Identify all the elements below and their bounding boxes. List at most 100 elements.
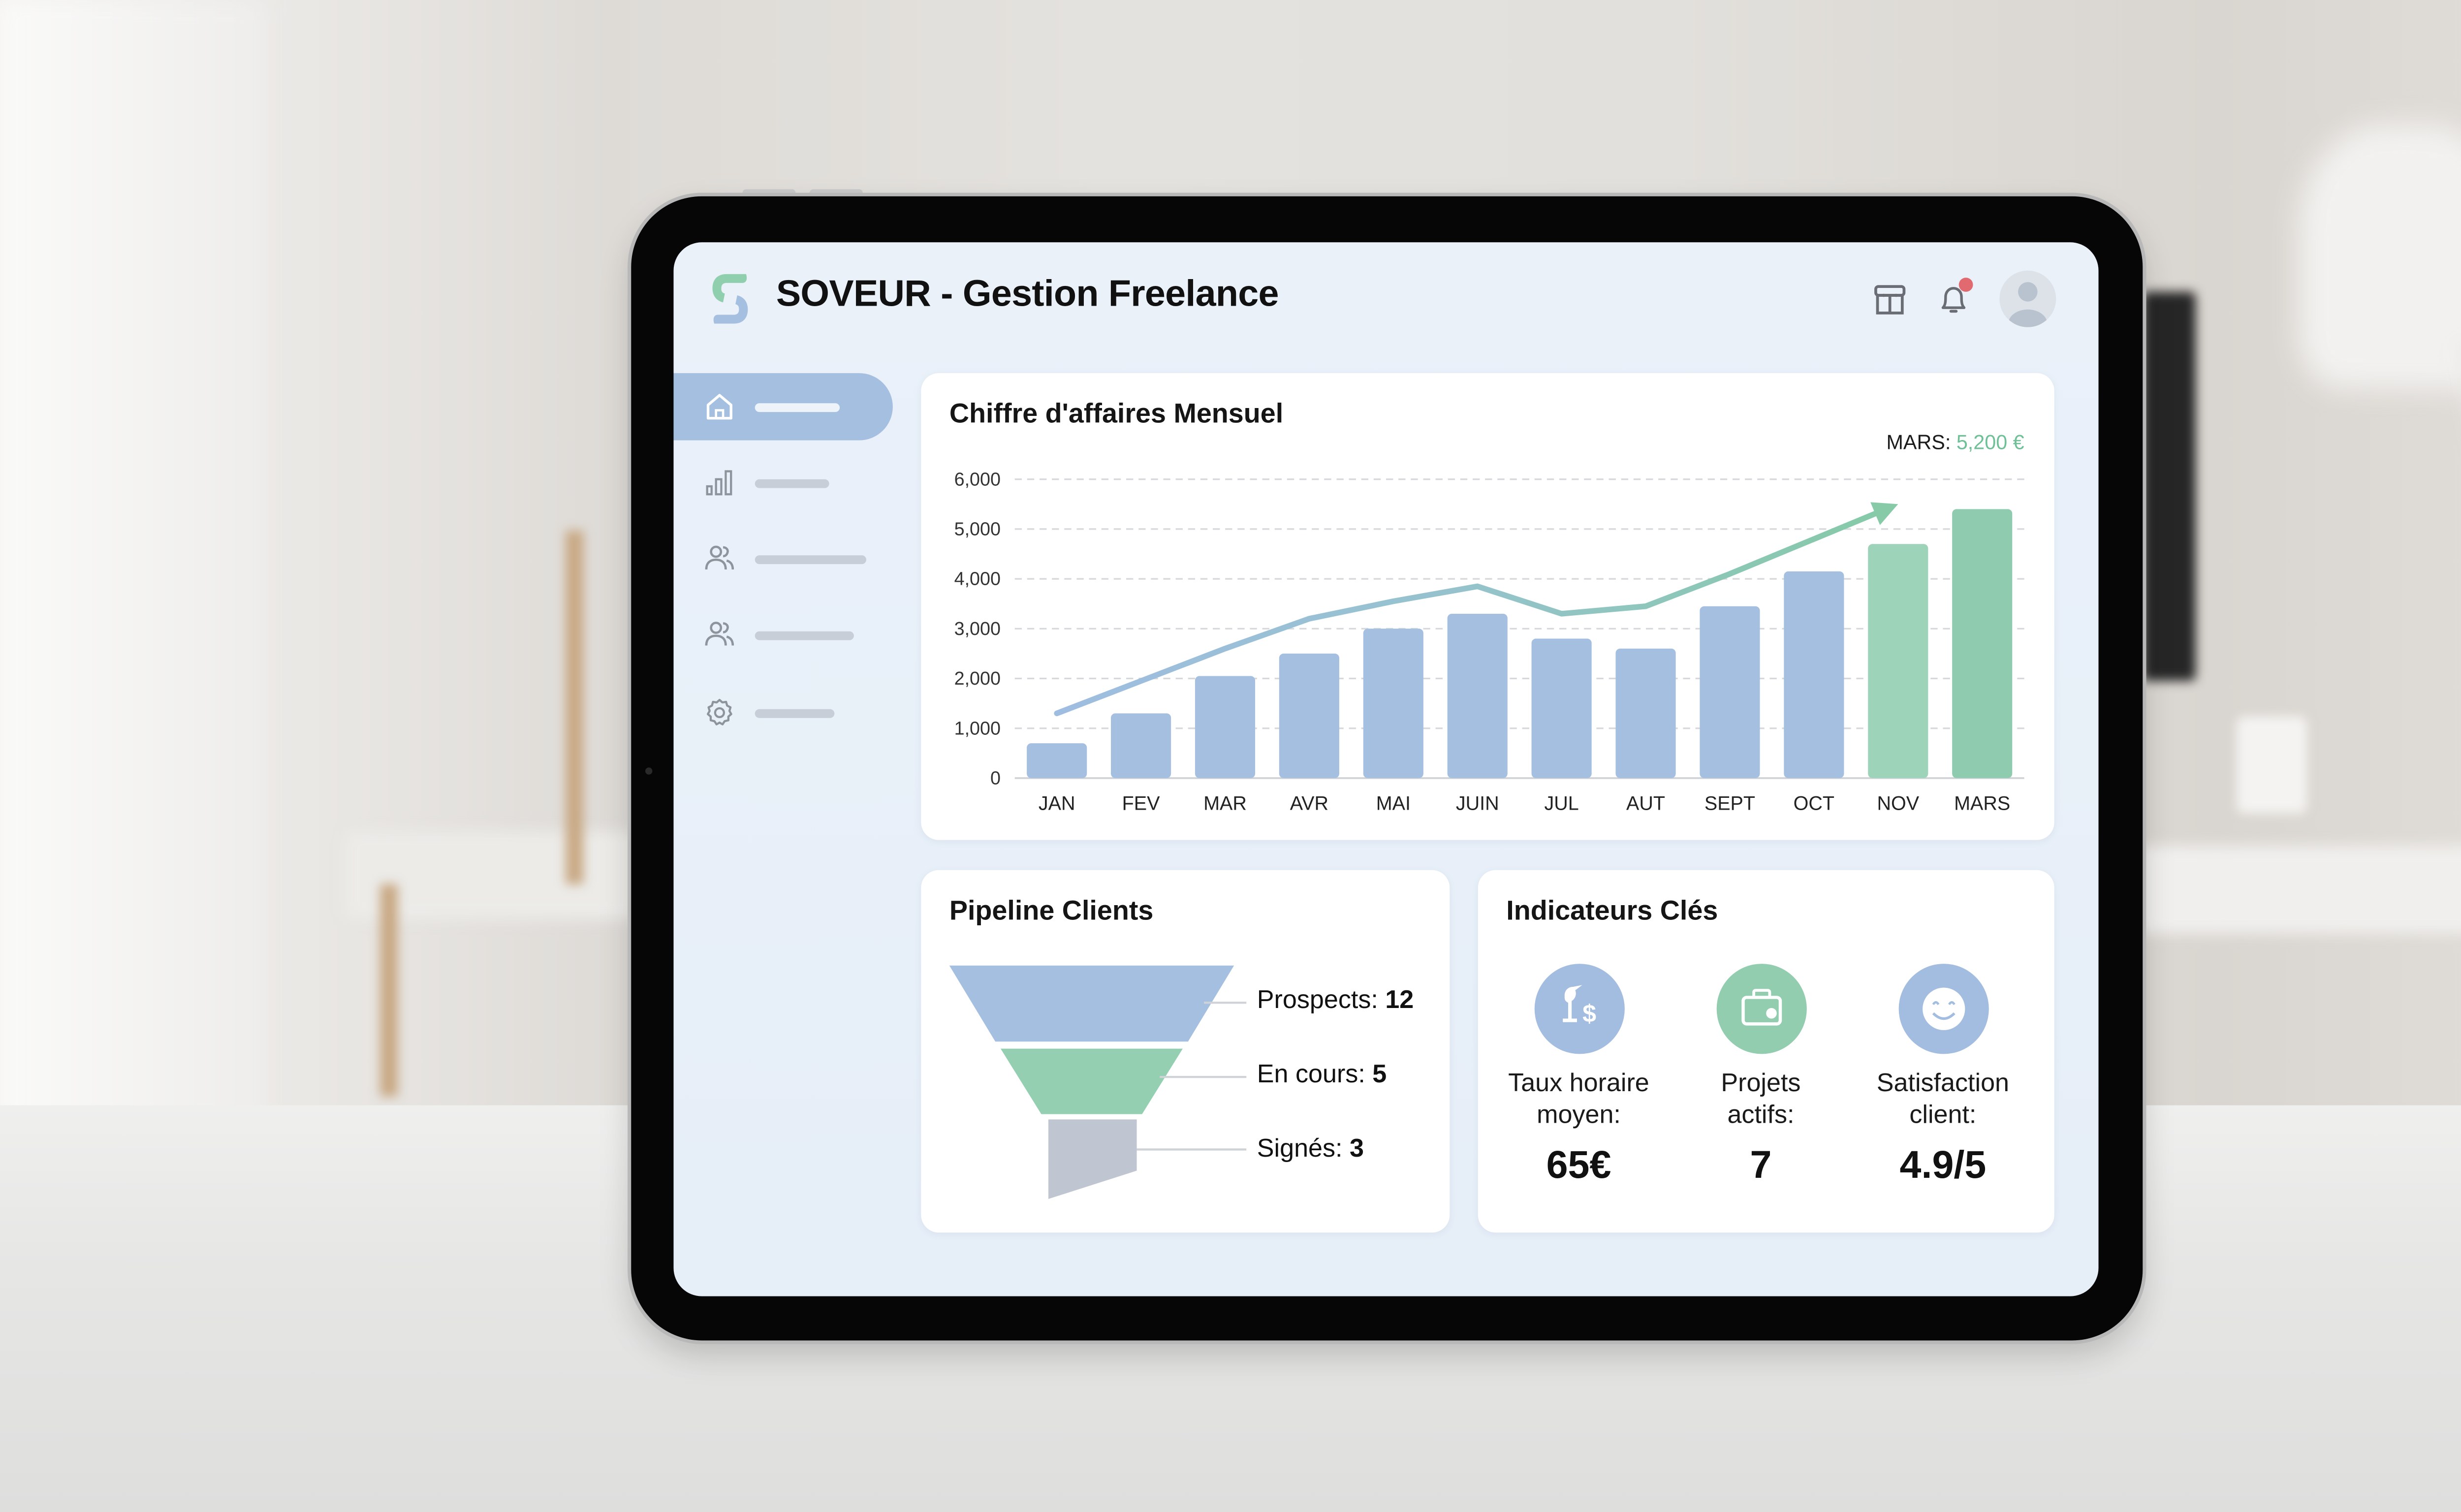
revenue-chart-title: Chiffre d'affaires Mensuel <box>949 400 1284 430</box>
x-tick-label: JUL <box>1545 793 1579 815</box>
y-tick-label: 1,000 <box>954 718 1001 738</box>
bar-fev[interactable] <box>1111 713 1171 778</box>
kpi-card: Indicateurs Clés $ Taux horaire moyen: 6… <box>1478 870 2054 1233</box>
background-table-leg <box>380 884 398 1097</box>
revenue-chart-card: Chiffre d'affaires Mensuel MARS: 5,200 €… <box>921 373 2054 840</box>
home-icon <box>706 394 732 420</box>
bar-jan[interactable] <box>1027 743 1087 778</box>
bar-mar[interactable] <box>1195 676 1256 778</box>
volume-button <box>810 189 863 196</box>
sidebar <box>673 373 894 797</box>
notification-badge <box>1958 278 1973 292</box>
x-tick-label: OCT <box>1794 793 1834 815</box>
kpi-label: Satisfaction client: <box>1876 1070 2010 1130</box>
sidebar-item-home[interactable] <box>673 373 893 441</box>
bar-nov[interactable] <box>1868 544 1928 778</box>
sidebar-label-placeholder <box>755 479 829 488</box>
sidebar-label-placeholder <box>755 403 840 412</box>
background-wood-post <box>566 530 584 884</box>
bar-juin[interactable] <box>1447 613 1508 778</box>
background-cup <box>2236 716 2307 814</box>
users-icon <box>705 622 734 646</box>
x-tick-label: JUIN <box>1456 793 1499 815</box>
pipeline-stage-prospects: Prospects: 12 <box>1257 986 1414 1015</box>
bar-mars[interactable] <box>1952 509 2013 778</box>
sidebar-label-placeholder <box>755 709 835 718</box>
bell-icon[interactable] <box>1934 280 1973 318</box>
gear-icon <box>707 698 732 725</box>
kpi-value: 7 <box>1750 1142 1772 1187</box>
sidebar-label-placeholder <box>755 555 866 565</box>
pipeline-funnel <box>949 965 1247 1199</box>
x-tick-label: JAN <box>1039 793 1075 815</box>
bar-aut[interactable] <box>1615 648 1676 778</box>
background-curtain <box>0 0 265 1132</box>
background-monitor <box>2143 291 2196 681</box>
revenue-highlight: MARS: 5,200 € <box>1886 433 2024 454</box>
sidebar-item-settings[interactable] <box>673 679 892 747</box>
y-tick-label: 6,000 <box>954 469 1001 489</box>
kpi-title: Indicateurs Clés <box>1506 896 1718 927</box>
kpi-satisfaction: Satisfaction client: 4.9/5 <box>1846 964 2040 1188</box>
bar-mai[interactable] <box>1363 629 1423 778</box>
app-title: SOVEUR - Gestion Freelance <box>776 274 1279 315</box>
kpi-hourly-rate: $ Taux horaire moyen: 65€ <box>1482 964 1676 1188</box>
x-tick-label: MAR <box>1203 793 1247 815</box>
bar-jul[interactable] <box>1531 638 1592 778</box>
avatar[interactable] <box>1999 270 2056 327</box>
x-tick-label: NOV <box>1877 793 1919 815</box>
kpi-value: 65€ <box>1546 1142 1611 1187</box>
bar-avr[interactable] <box>1279 653 1339 778</box>
briefcase-icon <box>1715 964 1806 1054</box>
pipeline-stage-signes: Signés: 3 <box>1257 1135 1364 1164</box>
x-tick-label: AVR <box>1290 793 1328 815</box>
pipeline-card: Pipeline Clients Prospects: 12 En cours:… <box>921 870 1450 1233</box>
hourly-rate-dollar-icon: $ <box>1533 964 1624 1054</box>
chart-bars <box>1027 509 2013 778</box>
funnel-stage-signes[interactable] <box>1048 1119 1137 1199</box>
funnel-stage-prospects[interactable] <box>949 965 1234 1042</box>
revenue-bar-chart: 0 1,000 2,000 3,000 4,000 5,000 6,000 JAN FEV MA… <box>954 469 2024 815</box>
x-tick-label: SEPT <box>1704 793 1755 815</box>
x-tick-label: FEV <box>1122 793 1160 815</box>
chart-gridlines <box>1014 478 2024 779</box>
kpi-active-projects: Projets actifs: 7 <box>1664 964 1858 1188</box>
app-screen: SOVEUR - Gestion Freelance <box>673 242 2099 1296</box>
chart-x-axis: JAN FEV MAR AVR MAI JUIN JUL AUT SEPT OCT NOV MARS <box>1039 793 2010 815</box>
camera <box>645 767 653 775</box>
kpi-label: Taux horaire moyen: <box>1508 1070 1649 1130</box>
sidebar-item-analytics[interactable] <box>673 449 892 517</box>
sidebar-label-placeholder <box>755 631 854 640</box>
smiley-icon <box>1897 964 1988 1054</box>
app-header: SOVEUR - Gestion Freelance <box>673 242 2098 355</box>
users-icon <box>705 545 734 570</box>
chart-y-axis: 0 1,000 2,000 3,000 4,000 5,000 6,000 <box>954 469 1001 788</box>
y-tick-label: 2,000 <box>954 668 1001 689</box>
y-tick-label: 0 <box>990 767 1001 788</box>
background-table <box>2139 845 2461 934</box>
pipeline-stage-en-cours: En cours: 5 <box>1257 1061 1387 1090</box>
x-tick-label: AUT <box>1626 793 1665 815</box>
bar-oct[interactable] <box>1784 571 1844 778</box>
x-tick-label: MAI <box>1376 793 1411 815</box>
revenue-highlight-value: 5,200 € <box>1956 433 2024 455</box>
kpi-label: Projets actifs: <box>1721 1070 1801 1130</box>
logo-icon[interactable] <box>707 272 753 325</box>
background-lamp <box>2298 124 2461 389</box>
chart-trend-line <box>1054 502 1898 717</box>
y-tick-label: 5,000 <box>954 518 1001 539</box>
user-avatar-icon <box>2008 282 2048 327</box>
y-tick-label: 3,000 <box>954 618 1001 639</box>
bar-sept[interactable] <box>1700 606 1760 778</box>
x-tick-label: MARS <box>1954 793 2010 815</box>
bar-chart-icon <box>706 470 732 496</box>
sidebar-item-team[interactable] <box>673 601 892 669</box>
revenue-highlight-label: MARS: <box>1886 433 1951 455</box>
funnel-stage-en-cours[interactable] <box>1000 1048 1183 1114</box>
trend-arrow-icon <box>1870 502 1898 525</box>
sidebar-item-clients[interactable] <box>673 525 892 593</box>
pipeline-title: Pipeline Clients <box>949 896 1154 927</box>
store-icon[interactable] <box>1870 280 1909 318</box>
volume-button <box>742 189 796 196</box>
